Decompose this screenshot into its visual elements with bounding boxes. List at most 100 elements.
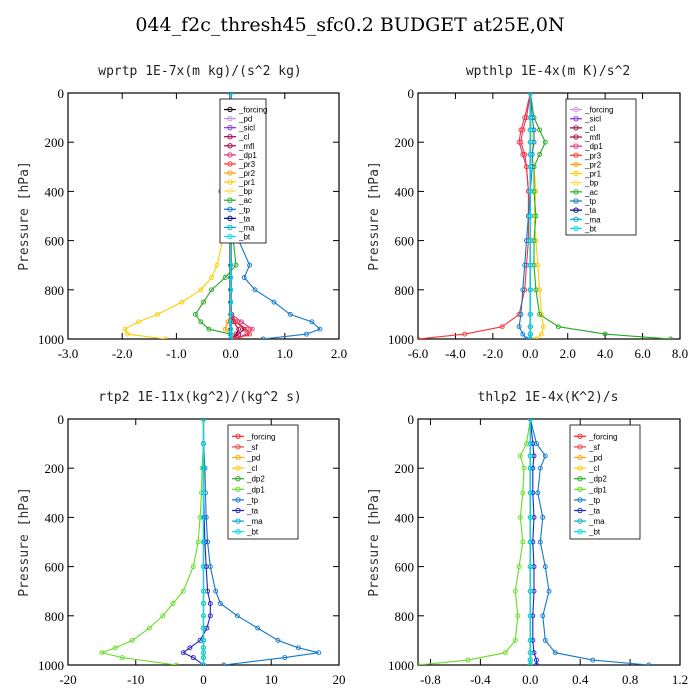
plot-frame: [417, 418, 681, 666]
series-point: [244, 326, 250, 332]
y-tick-label: 200: [45, 135, 65, 150]
series-point: [192, 311, 198, 317]
series-point: [154, 311, 160, 317]
series-point: [646, 662, 652, 665]
legend-marker: [573, 143, 579, 149]
legend-label: _sicl: [238, 124, 255, 133]
legend-marker: [235, 529, 241, 535]
series-point: [201, 650, 206, 656]
series-point: [527, 657, 533, 663]
series-point: [527, 588, 533, 594]
legend-label: _bt: [246, 528, 259, 537]
x-tick-label: -3.0: [58, 346, 79, 361]
legend-marker: [573, 106, 579, 113]
series-point: [537, 465, 543, 471]
series-point: [539, 331, 544, 337]
series-point: [255, 625, 261, 631]
legend-marker: [227, 106, 233, 113]
legend-marker: [235, 433, 241, 439]
series-point: [201, 637, 206, 643]
x-tick-label: 6.0: [634, 346, 650, 361]
y-tick-label: 0: [58, 412, 65, 427]
legend-marker: [235, 444, 241, 450]
x-tick-label: -0.8: [420, 672, 441, 687]
series-point: [252, 287, 258, 293]
series-point: [527, 613, 533, 619]
legend-label: _cl: [238, 133, 249, 142]
series-point: [537, 539, 543, 545]
legend-marker: [577, 529, 583, 535]
x-tick-label: -6.0: [408, 346, 429, 361]
series-point: [527, 238, 533, 244]
x-tick-label: 0.0: [222, 346, 238, 361]
y-tick-label: 200: [395, 135, 415, 150]
legend: _forcing_sicl_cl_mfl_dp1_pr3_pr2_pr1_bp_…: [565, 98, 637, 236]
series-point: [180, 650, 186, 656]
series-point: [534, 662, 539, 665]
panel-title: thlp2 1E-4x(K^2)/s: [478, 390, 619, 405]
series-point: [527, 514, 533, 520]
legend-label: _pr2: [238, 169, 256, 178]
series-point: [122, 326, 128, 332]
legend: _forcing_pd_sicl_cl_mfl_dp1_pr3_pr2_pr1_…: [219, 98, 267, 244]
series-point: [304, 331, 309, 337]
legend-marker: [573, 207, 579, 213]
legend-label: _ma: [246, 517, 263, 526]
legend-marker: [573, 170, 579, 177]
legend-marker: [577, 465, 583, 471]
series-point: [524, 336, 529, 339]
x-tick-label: -1.0: [166, 346, 187, 361]
series-point: [230, 336, 236, 339]
legend-marker: [573, 152, 579, 158]
series-point: [527, 650, 533, 656]
series-point: [520, 490, 526, 496]
y-axis-label: Pressure [hPa]: [367, 487, 382, 597]
legend-marker: [227, 143, 233, 149]
series-point: [233, 262, 239, 268]
series-point: [195, 539, 201, 545]
series-point: [112, 645, 118, 651]
series-point: [527, 441, 533, 447]
legend-label: _bt: [584, 224, 597, 233]
series-point: [527, 336, 533, 339]
legend-label: _ac: [238, 196, 252, 205]
series-point: [521, 465, 527, 471]
series-point: [546, 588, 552, 594]
x-tick-label: -4.0: [445, 346, 466, 361]
legend-label: _sf: [588, 443, 600, 452]
legend-label: _sicl: [584, 115, 601, 124]
series-point: [537, 152, 543, 157]
series-point: [201, 490, 206, 496]
series-point: [542, 139, 548, 145]
series-point: [520, 539, 526, 545]
series-point: [201, 564, 206, 570]
series-point: [201, 419, 206, 422]
series-point: [287, 311, 293, 317]
series-point: [522, 152, 528, 157]
series-point: [462, 331, 468, 337]
series-point: [249, 326, 255, 332]
legend-label: _ma: [588, 517, 605, 526]
x-tick-label: -2.0: [112, 346, 133, 361]
legend-label: _bp: [584, 179, 599, 188]
series-point: [282, 655, 288, 661]
series-point: [520, 127, 526, 133]
series-line-dp1: [99, 419, 205, 665]
series-point: [537, 311, 543, 317]
legend-label: _cl: [246, 464, 257, 473]
series-point: [228, 93, 234, 96]
legend-label: _pr1: [584, 170, 602, 179]
legend-marker: [573, 198, 579, 204]
series-point: [527, 262, 533, 268]
legend-label: _dp2: [588, 475, 607, 484]
series-point: [190, 655, 196, 661]
series-point: [533, 287, 539, 293]
legend-label: _forcing: [238, 106, 267, 115]
series-point: [228, 275, 234, 280]
legend-label: _dp1: [588, 485, 607, 494]
legend-label: _ta: [246, 507, 259, 516]
legend-label: _pd: [588, 454, 602, 463]
series-point: [534, 657, 539, 663]
series-point: [533, 213, 539, 219]
